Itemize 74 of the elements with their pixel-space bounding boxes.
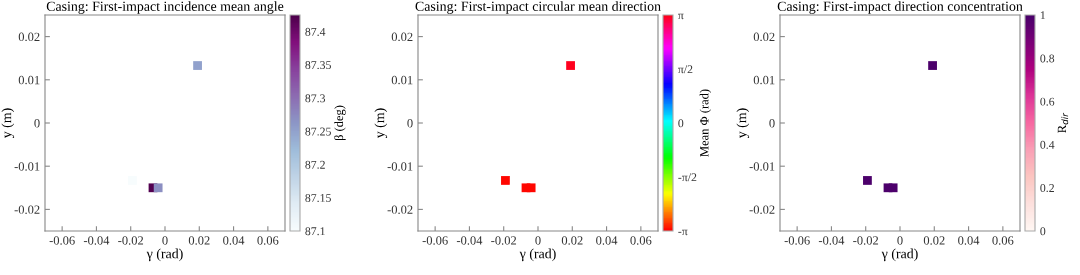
point [153, 183, 163, 193]
x-tick-label: 0.02 [188, 236, 210, 245]
y-tick-label: -0.01 [387, 162, 413, 171]
x-tick-label: -0.02 [853, 236, 879, 245]
y-tick-label: 0.02 [753, 32, 775, 42]
color-bar-title: β (deg) [334, 105, 346, 141]
x-tick-label: 0.04 [596, 236, 618, 245]
point [863, 176, 872, 185]
x-tick-label: 0 [162, 236, 168, 245]
color-bar-label: -π/2 [678, 173, 697, 182]
y-tick-label: 0 [769, 119, 775, 128]
x-tick-label: -0.04 [83, 236, 110, 245]
point [566, 61, 575, 70]
x-tick-label: -0.02 [491, 236, 517, 245]
x-tick-label: 0.02 [561, 236, 583, 245]
point [526, 183, 536, 193]
color-bar-title: R$_{dir}$ [1057, 112, 1069, 133]
x-tick-label: -0.04 [456, 236, 483, 245]
x-tick-label: -0.02 [118, 236, 144, 245]
y-tick-label: -0.02 [14, 205, 40, 214]
x-axis-title: γ (rad) [146, 248, 183, 262]
y-tick-label: -0.01 [749, 162, 775, 171]
x-tick-label: -0.06 [784, 236, 810, 245]
color-bar-label: 0.8 [1040, 54, 1055, 63]
y-tick-label: 0.01 [391, 75, 413, 85]
x-tick-label: 0.06 [257, 236, 279, 245]
y-tick-label: 0.01 [18, 75, 40, 85]
point [501, 176, 510, 185]
color-bar-label: π [678, 13, 684, 20]
color-bar-label: 0.4 [1040, 140, 1055, 149]
y-tick-label: -0.02 [387, 205, 413, 214]
color-bar-label: 0.6 [1040, 97, 1055, 106]
chart-title: Casing: First-impact direction concentration [777, 1, 1023, 14]
x-axis-title: γ (rad) [881, 248, 918, 262]
y-axis-title: y (m) [374, 108, 388, 139]
x-tick-label: 0.06 [992, 236, 1014, 245]
y-tick-label: -0.02 [749, 205, 775, 214]
color-bar-title: Mean Φ (rad) [699, 89, 712, 157]
point [193, 61, 202, 70]
color-bar-label: 87.15 [305, 194, 331, 203]
color-bar-label: 87.3 [305, 94, 326, 103]
color-bar-label: 87.2 [305, 160, 325, 169]
color-bar-label: 0 [1040, 227, 1046, 236]
y-tick-label: 0.02 [391, 32, 413, 42]
y-axis-title: y (m) [736, 108, 750, 139]
chart-title: Casing: First-impact circular mean direction [415, 1, 661, 14]
chart-title: Casing: First-impact incidence mean angle [46, 1, 284, 14]
y-tick-label: -0.01 [14, 162, 40, 171]
color-bar-label: 0 [678, 119, 684, 128]
x-tick-label: 0.02 [923, 236, 945, 245]
color-bar-label: 1 [1040, 11, 1046, 20]
y-axis-title: y (m) [1, 108, 15, 139]
x-tick-label: 0 [897, 236, 903, 245]
color-bar-label: 87.1 [305, 227, 325, 236]
x-tick-label: -0.06 [49, 236, 75, 245]
x-tick-label: 0.04 [223, 236, 245, 245]
color-bar-label: -π [678, 229, 688, 236]
y-tick-label: 0 [34, 119, 40, 128]
color-bar-label: 87.25 [305, 127, 331, 136]
y-tick-label: 0.02 [18, 32, 40, 42]
x-tick-label: -0.06 [422, 236, 448, 245]
x-tick-label: 0.04 [958, 236, 980, 245]
x-tick-label: 0 [535, 236, 541, 245]
color-bar-label: 87.4 [305, 27, 326, 36]
color-bar-label: 0.2 [1040, 184, 1054, 193]
y-tick-label: 0 [407, 119, 413, 128]
y-tick-label: 0.01 [753, 75, 775, 85]
point [928, 61, 937, 70]
color-bar-label: 87.35 [305, 61, 331, 70]
x-tick-label: -0.04 [818, 236, 845, 245]
color-bar-label: π/2 [678, 65, 693, 74]
point [888, 183, 898, 193]
x-axis-title: γ (rad) [519, 248, 556, 262]
x-tick-label: 0.06 [630, 236, 652, 245]
